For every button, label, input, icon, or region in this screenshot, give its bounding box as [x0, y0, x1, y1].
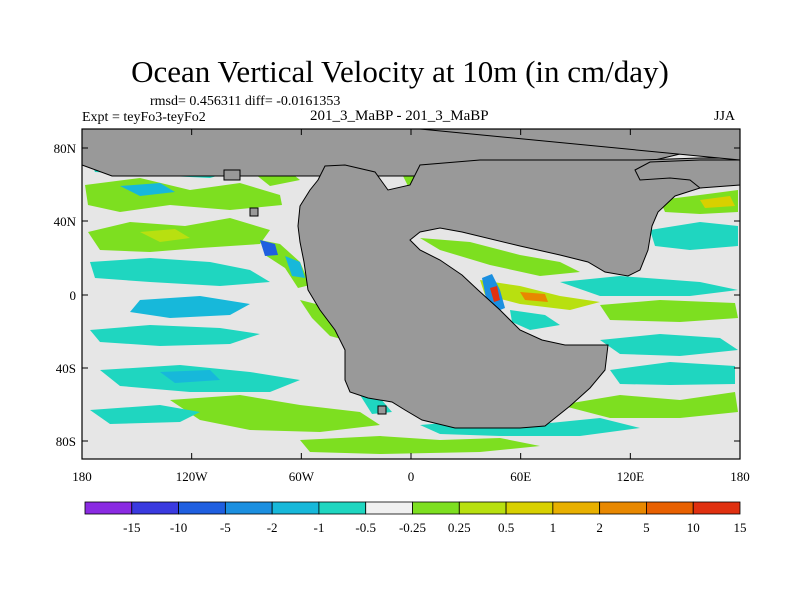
land-island — [377, 405, 387, 415]
patch-red — [490, 286, 500, 302]
colorbar-swatch — [84, 501, 133, 515]
colorbar-swatch — [599, 501, 647, 515]
colorbar-label: -1 — [314, 520, 325, 535]
colorbar-label: 5 — [643, 520, 650, 535]
x-tick-label: 0 — [408, 469, 415, 484]
patch-teal — [600, 334, 738, 356]
colorbar-swatch — [318, 501, 367, 515]
patch-green — [420, 238, 580, 276]
colorbar-swatch — [505, 501, 554, 515]
patch-teal — [90, 325, 260, 346]
patch-teal — [560, 276, 738, 296]
land-island — [249, 207, 259, 217]
patch-yellow — [140, 229, 190, 242]
x-tick-label: 180 — [72, 469, 92, 484]
colorbar-swatch — [131, 501, 179, 515]
patch-green — [660, 190, 738, 214]
colorbar-swatch — [458, 501, 507, 515]
stats-line: rmsd= 0.456311 diff= -0.0161353 — [150, 94, 341, 109]
colorbar-swatch — [552, 501, 601, 515]
colorbar-swatch — [412, 501, 460, 515]
case-label: 201_3_MaBP - 201_3_MaBP — [310, 108, 489, 124]
colorbar-label: -2 — [267, 520, 278, 535]
x-tick-label: 120E — [617, 469, 645, 484]
patch-green — [300, 436, 540, 454]
patch-teal — [285, 256, 305, 278]
patch-teal — [130, 296, 250, 318]
x-tick-label: 60W — [289, 469, 315, 484]
patch-teal — [650, 222, 738, 250]
colorbar-label: 15 — [734, 520, 747, 535]
colorbar-swatch — [271, 501, 320, 515]
colorbar-swatch — [365, 501, 413, 515]
colorbar-label: -5 — [220, 520, 231, 535]
patch-green — [560, 392, 738, 418]
colorbar-swatch — [692, 501, 741, 515]
land-masses — [81, 128, 741, 429]
colorbar-swatch — [224, 501, 273, 515]
colorbar-swatch — [646, 501, 694, 515]
figure-title: Ocean Vertical Velocity at 10m (in cm/da… — [131, 54, 669, 89]
patch-teal — [90, 258, 270, 286]
patch-teal — [120, 183, 175, 196]
experiment-label: Expt = teyFo3-teyFo2 — [82, 110, 206, 125]
colorbar-label: -15 — [123, 520, 140, 535]
patch-green — [600, 300, 738, 322]
colorbar-label: 1 — [550, 520, 557, 535]
patch-green — [170, 395, 380, 432]
land-island — [223, 169, 241, 181]
y-tick-label: 40N — [54, 214, 77, 229]
y-tick-label: 0 — [70, 288, 77, 303]
map-panel — [81, 128, 741, 460]
colorbar-swatch — [178, 501, 226, 515]
patch-teal — [160, 370, 220, 383]
colorbar-label: -10 — [170, 520, 187, 535]
y-tick-label: 80N — [54, 141, 77, 156]
patch-teal — [90, 405, 200, 424]
colorbar-label: 10 — [687, 520, 700, 535]
x-tick-label: 120W — [176, 469, 209, 484]
colorbar-label: 0.25 — [448, 520, 471, 535]
y-tick-label: 40S — [56, 361, 76, 376]
season-label: JJA — [714, 109, 736, 124]
colorbar-label: -0.5 — [355, 520, 376, 535]
patch-green — [300, 300, 345, 340]
x-axis: 180 120W 60W 0 60E 120E 180 — [72, 129, 750, 484]
colorbar: -15 -10 -5 -2 -1 -0.5 -0.25 0.25 0.5 1 2 5 10 15 — [84, 501, 747, 535]
patch-blue — [260, 240, 278, 256]
patch-teal — [510, 310, 560, 330]
patch-orange — [520, 292, 548, 302]
land-america — [110, 128, 741, 429]
y-axis: 80N 40N 0 40S 80S — [54, 141, 740, 449]
patch-teal — [610, 362, 735, 385]
colorbar-label: 0.5 — [498, 520, 514, 535]
y-tick-label: 80S — [56, 434, 76, 449]
patch-yellow — [700, 196, 735, 208]
colorbar-label: 2 — [596, 520, 603, 535]
x-tick-label: 180 — [730, 469, 750, 484]
colorbar-label: -0.25 — [399, 520, 426, 535]
x-tick-label: 60E — [510, 469, 531, 484]
